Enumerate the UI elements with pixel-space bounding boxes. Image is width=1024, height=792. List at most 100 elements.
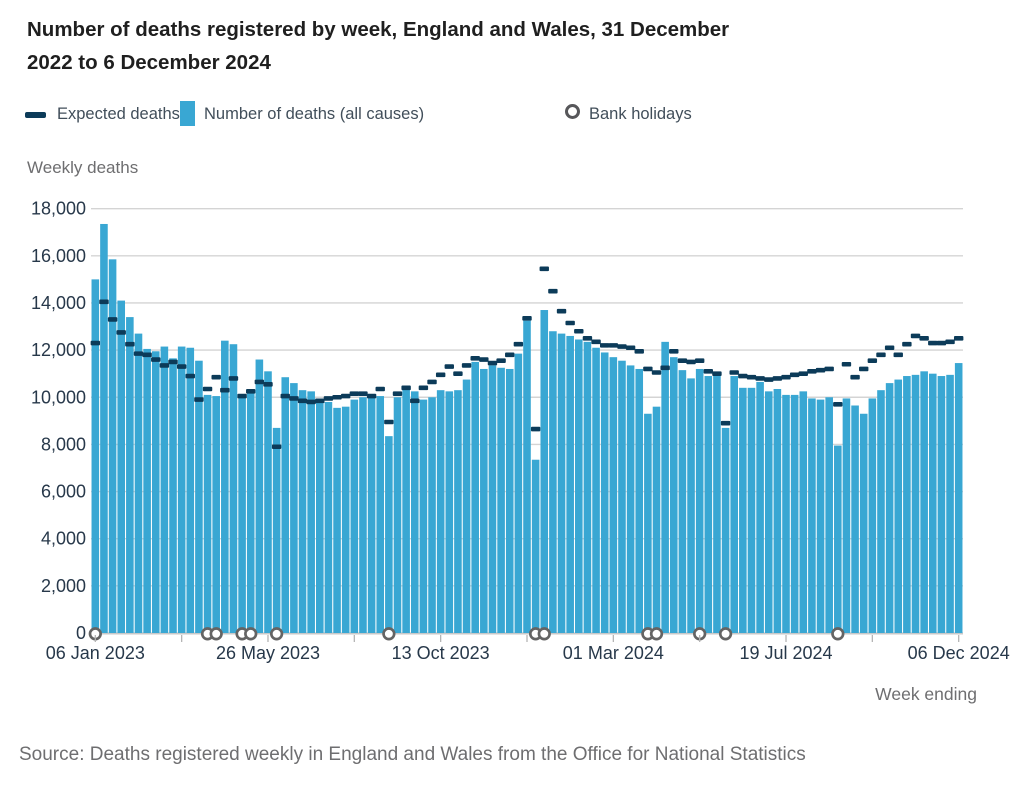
bar[interactable]: 06 Sep 2024: 9950 (842, 398, 851, 633)
bar[interactable]: 07 Apr 2023: 10100 (203, 394, 212, 633)
bank-holiday-marker[interactable] (718, 627, 733, 641)
expected-dash[interactable] (764, 377, 774, 382)
bar[interactable]: 04 Oct 2024: 10300 (877, 390, 885, 633)
bar[interactable]: 29 Mar 2024: 9300 (644, 413, 652, 633)
bar[interactable]: 25 Oct 2024: 10900 (903, 376, 911, 633)
bar[interactable]: 03 Feb 2023: 13400 (126, 317, 134, 633)
expected-dash[interactable] (487, 360, 498, 366)
bank-holiday-marker[interactable] (244, 627, 258, 641)
bar[interactable]: 24 Feb 2023: 11950 (151, 351, 160, 633)
bar[interactable]: 12 Jul 2024: 10350 (773, 388, 782, 633)
bar[interactable]: 09 Jun 2023: 10850 (281, 377, 290, 633)
bar[interactable]: 10 Feb 2023: 12700 (134, 333, 143, 633)
bar[interactable]: 15 Nov 2024: 11000 (928, 373, 937, 633)
expected-dash[interactable] (479, 357, 489, 362)
expected-dash[interactable] (237, 393, 247, 399)
expected-dash[interactable] (358, 391, 368, 397)
bar[interactable]: 22 Dec 2023: 13250 (523, 320, 531, 633)
bar[interactable]: 10 Nov 2023: 11500 (471, 361, 479, 633)
bar[interactable]: 28 Jun 2024: 10650 (756, 381, 764, 633)
bar[interactable]: 22 Sep 2023: 10250 (410, 391, 419, 633)
expected-dash[interactable] (712, 371, 722, 376)
bar[interactable]: 06 Oct 2023: 10000 (428, 397, 436, 633)
expected-dash[interactable] (107, 317, 118, 322)
bar[interactable]: 19 Jul 2024: 10100 (782, 394, 790, 633)
expected-dash[interactable] (168, 359, 178, 365)
expected-dash[interactable] (306, 399, 316, 405)
bar[interactable]: 21 Apr 2023: 12400 (221, 340, 229, 633)
bar[interactable]: 13 Oct 2023: 10300 (436, 390, 445, 633)
expected-dash[interactable] (90, 340, 101, 346)
bar[interactable]: 19 Apr 2024: 11700 (669, 357, 678, 633)
bar[interactable]: 14 Apr 2023: 10050 (212, 396, 220, 633)
bar[interactable]: 01 Mar 2024: 11700 (609, 357, 618, 633)
expected-dash[interactable] (271, 444, 282, 450)
expected-dash[interactable] (470, 356, 480, 361)
expected-dash[interactable] (755, 376, 765, 381)
bar[interactable]: 14 Jun 2024: 10400 (739, 387, 747, 633)
bar[interactable]: 27 Oct 2023: 10300 (454, 390, 462, 633)
expected-dash[interactable] (401, 385, 411, 391)
expected-dash[interactable] (228, 376, 239, 381)
expected-dash[interactable] (461, 363, 472, 368)
expected-dash[interactable] (116, 330, 126, 335)
expected-dash[interactable] (694, 358, 705, 364)
bank-holiday-marker[interactable] (537, 627, 551, 641)
bar[interactable]: 23 Aug 2024: 10000 (825, 397, 833, 633)
bar[interactable]: 19 May 2023: 11600 (255, 359, 264, 633)
bank-holiday-marker[interactable] (209, 627, 223, 641)
expected-dash[interactable] (824, 366, 834, 372)
expected-dash[interactable] (841, 361, 852, 367)
bar[interactable]: 26 Jul 2024: 10100 (790, 394, 799, 633)
bar[interactable]: 27 Jan 2023: 14100 (117, 300, 126, 633)
expected-dash[interactable] (651, 370, 662, 375)
expected-dash[interactable] (859, 366, 869, 372)
expected-dash[interactable] (936, 340, 947, 346)
bar[interactable]: 05 May 2023: 10050 (238, 396, 246, 633)
bar[interactable]: 12 Apr 2024: 12350 (661, 341, 669, 633)
expected-dash[interactable] (910, 333, 921, 339)
expected-dash[interactable] (220, 387, 230, 393)
bar[interactable]: 16 Feb 2024: 12100 (592, 347, 600, 633)
bar[interactable]: 11 Aug 2023: 10000 (359, 397, 367, 633)
bar[interactable]: 03 Nov 2023: 10750 (462, 379, 471, 633)
expected-dash[interactable] (522, 315, 532, 321)
bar[interactable]: 20 Sep 2024: 9300 (859, 413, 868, 633)
expected-dash[interactable] (720, 420, 731, 426)
expected-dash[interactable] (530, 426, 541, 432)
bar[interactable]: 06 Jan 2023: 15000 (91, 279, 100, 633)
bar[interactable]: 17 Mar 2023: 12150 (177, 346, 186, 633)
expected-dash[interactable] (202, 386, 213, 392)
bar[interactable]: 29 Nov 2024: 10950 (946, 374, 954, 633)
expected-dash[interactable] (125, 341, 135, 347)
bank-holiday-marker[interactable] (269, 627, 284, 641)
bar[interactable]: 26 May 2023: 11100 (264, 371, 272, 633)
expected-dash[interactable] (349, 391, 360, 397)
bar[interactable]: 22 Mar 2024: 11200 (635, 368, 644, 633)
expected-dash[interactable] (600, 343, 610, 348)
bar[interactable]: 02 Aug 2024: 10250 (799, 391, 808, 633)
expected-dash[interactable] (807, 369, 817, 374)
expected-dash[interactable] (418, 385, 429, 391)
bar[interactable]: 17 May 2024: 10900 (704, 376, 713, 633)
expected-dash[interactable] (505, 352, 515, 358)
expected-dash[interactable] (384, 419, 394, 425)
bar[interactable]: 29 Sep 2023: 9900 (419, 399, 428, 633)
expected-dash[interactable] (151, 357, 161, 362)
bar[interactable]: 23 Feb 2024: 11900 (600, 352, 609, 633)
bar[interactable]: 20 Oct 2023: 10250 (445, 391, 454, 633)
bar[interactable]: 08 Dec 2023: 11200 (505, 368, 514, 633)
expected-dash[interactable] (945, 339, 955, 345)
bar[interactable]: 08 Nov 2024: 11100 (920, 371, 928, 633)
expected-dash[interactable] (453, 371, 463, 376)
bar[interactable]: 24 Nov 2023: 11350 (488, 365, 497, 633)
expected-dash[interactable] (953, 336, 964, 341)
expected-dash[interactable] (159, 363, 170, 368)
bar[interactable]: 26 Apr 2024: 11150 (678, 370, 687, 633)
expected-dash[interactable] (323, 396, 334, 401)
expected-dash[interactable] (789, 372, 800, 378)
bar[interactable]: 18 Aug 2023: 10000 (367, 397, 376, 633)
bar[interactable]: 17 Feb 2023: 12050 (143, 348, 151, 633)
expected-dash[interactable] (565, 320, 575, 326)
bank-holiday-marker[interactable] (649, 627, 664, 641)
